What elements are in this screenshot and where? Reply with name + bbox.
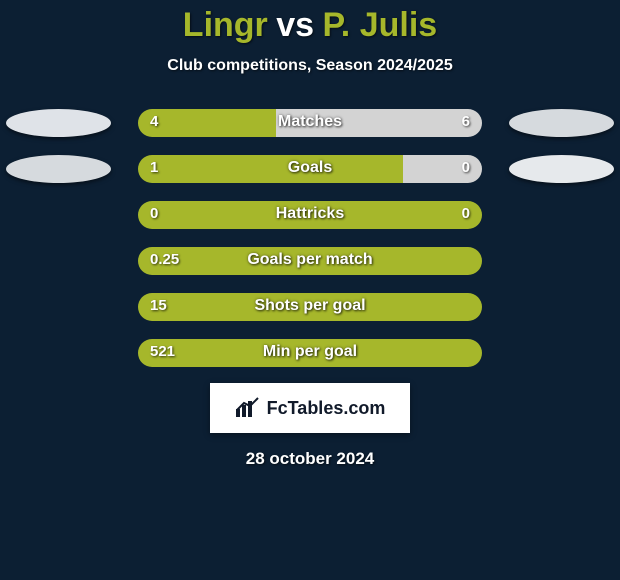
- player1-bar: [138, 293, 482, 321]
- stat-row: 0.25Goals per match: [0, 245, 620, 277]
- stat-bar-track: 521Min per goal: [138, 339, 482, 367]
- player2-name: P. Julis: [323, 6, 438, 44]
- player1-club-icon: [6, 109, 111, 137]
- stat-bar-track: 46Matches: [138, 109, 482, 137]
- player1-bar: [138, 201, 482, 229]
- stat-bar-track: 10Goals: [138, 155, 482, 183]
- stat-row: 521Min per goal: [0, 337, 620, 369]
- vs-label: vs: [276, 6, 314, 44]
- source-badge: FcTables.com: [210, 383, 410, 433]
- stat-row: 00Hattricks: [0, 199, 620, 231]
- player1-club-icon: [6, 155, 111, 183]
- stat-bar-track: 0.25Goals per match: [138, 247, 482, 275]
- stat-row: 46Matches: [0, 107, 620, 139]
- stat-bar-track: 00Hattricks: [138, 201, 482, 229]
- player2-club-icon: [509, 155, 614, 183]
- season-subtitle: Club competitions, Season 2024/2025: [0, 57, 620, 75]
- source-label: FcTables.com: [267, 398, 386, 419]
- chart-icon: [235, 397, 261, 419]
- player2-club-icon: [509, 109, 614, 137]
- player1-name: Lingr: [183, 6, 268, 44]
- player1-bar: [138, 109, 276, 137]
- player2-bar: [276, 109, 482, 137]
- player2-bar: [403, 155, 482, 183]
- snapshot-date: 28 october 2024: [0, 449, 620, 469]
- stat-row: 15Shots per goal: [0, 291, 620, 323]
- player1-bar: [138, 247, 482, 275]
- stat-bar-track: 15Shots per goal: [138, 293, 482, 321]
- player1-bar: [138, 155, 403, 183]
- player1-bar: [138, 339, 482, 367]
- stats-chart: 46Matches 10Goals 00Hattricks 0.25Goals per…: [0, 107, 620, 369]
- stat-row: 10Goals: [0, 153, 620, 185]
- comparison-title: Lingr vs P. Julis: [0, 0, 620, 45]
